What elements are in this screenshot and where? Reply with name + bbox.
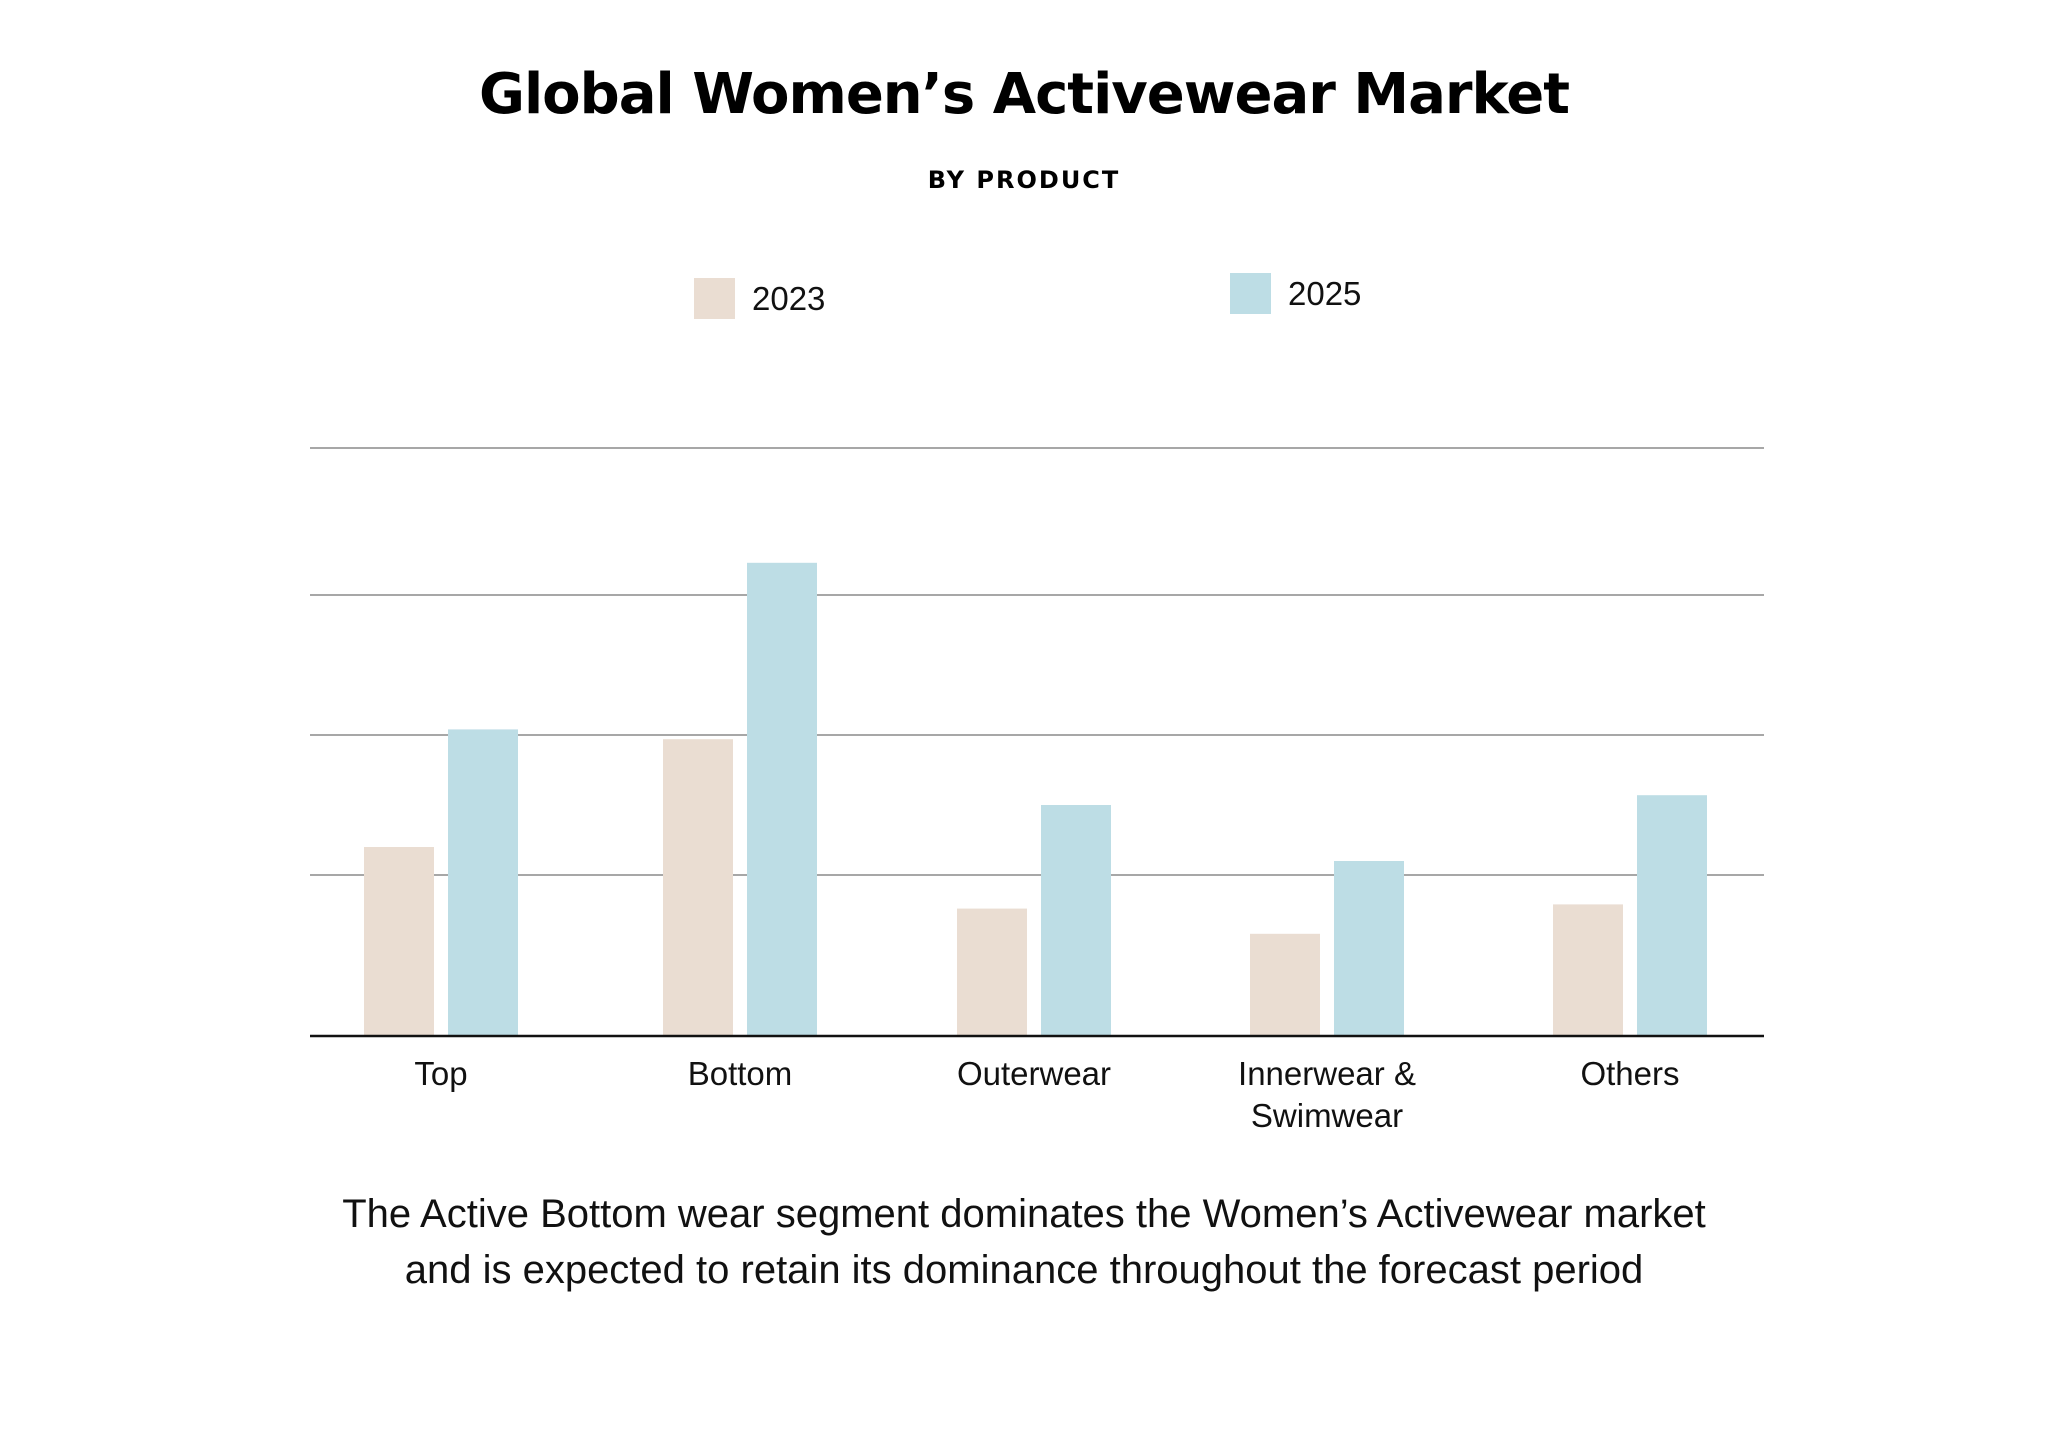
category-label-line: Outerwear [957,1055,1111,1092]
category-label-1: Bottom [688,1055,793,1092]
category-label-line: Swimwear [1251,1097,1403,1134]
chart-title: Global Women’s Activewear Market [479,62,1570,127]
category-label-line: Bottom [688,1055,793,1092]
chart-subtitle: BY PRODUCT [927,166,1121,194]
bar-2023-2 [957,908,1027,1036]
category-label-4: Others [1580,1055,1679,1092]
legend-item-2023: 2023 [694,278,825,319]
category-label-line: Innerwear & [1238,1055,1416,1092]
bar-2023-4 [1553,904,1623,1036]
chart-caption: The Active Bottom wear segment dominates… [0,1186,2048,1298]
category-label-line: Top [414,1055,467,1092]
legend-swatch-2025 [1230,273,1271,314]
caption-line-1: The Active Bottom wear segment dominates… [342,1192,1706,1236]
category-label-2: Outerwear [957,1055,1111,1092]
category-label-line: Others [1580,1055,1679,1092]
bar-2023-0 [364,847,434,1036]
bar-2025-2 [1041,805,1111,1036]
bar-2025-1 [747,562,817,1036]
legend-label-2025: 2025 [1288,274,1362,312]
legend-label-2023: 2023 [752,279,826,317]
bar-2025-0 [448,729,518,1036]
category-label-0: Top [414,1055,467,1092]
caption-line-2: and is expected to retain its dominance … [404,1248,1644,1292]
bar-2025-4 [1637,795,1707,1036]
category-label-3: Innerwear & Swimwear [1238,1055,1416,1134]
bar-2025-3 [1334,861,1404,1036]
legend-swatch-2023 [694,278,735,319]
bar-2023-3 [1250,933,1320,1036]
legend-item-2025: 2025 [1230,273,1361,314]
bar-2023-1 [663,739,733,1036]
